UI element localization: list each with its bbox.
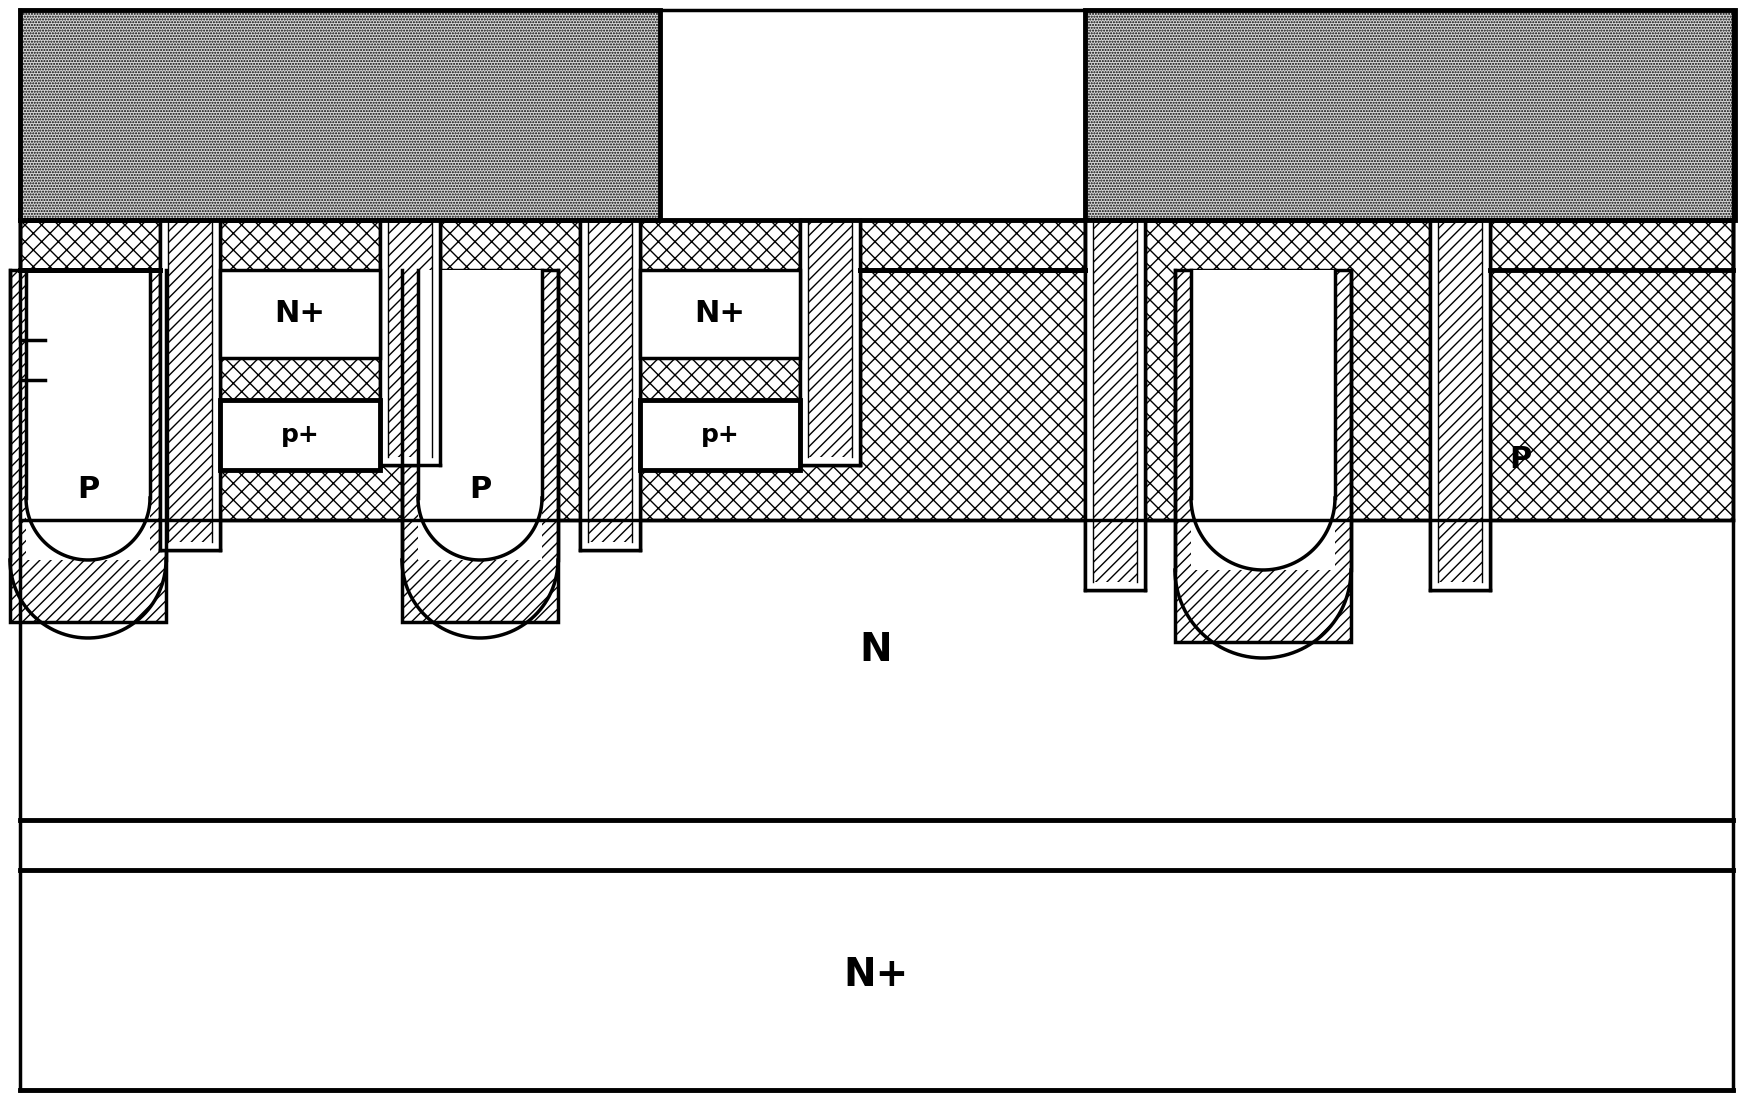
Bar bbox=[1430, 220, 1437, 591]
Bar bbox=[160, 220, 168, 549]
Bar bbox=[19, 870, 1734, 1090]
Bar bbox=[219, 270, 380, 359]
Polygon shape bbox=[1190, 498, 1336, 569]
Bar bbox=[1085, 582, 1145, 591]
Bar bbox=[380, 220, 440, 465]
Bar bbox=[1175, 270, 1352, 642]
Text: N: N bbox=[859, 630, 892, 669]
Bar bbox=[1481, 220, 1490, 591]
Text: N+: N+ bbox=[275, 300, 326, 329]
Text: P: P bbox=[77, 475, 100, 505]
Bar bbox=[1138, 220, 1145, 591]
Bar bbox=[580, 220, 587, 549]
Bar bbox=[1085, 10, 1735, 220]
Bar bbox=[19, 10, 659, 220]
Bar bbox=[380, 220, 387, 465]
Bar bbox=[640, 400, 799, 470]
Bar bbox=[26, 270, 151, 561]
Bar bbox=[1430, 582, 1490, 591]
Text: N+: N+ bbox=[694, 300, 745, 329]
Bar bbox=[799, 220, 808, 465]
Bar bbox=[799, 220, 861, 465]
Bar bbox=[580, 542, 640, 549]
Bar bbox=[160, 220, 219, 549]
Bar bbox=[19, 220, 1734, 519]
Bar bbox=[11, 270, 167, 622]
Bar bbox=[401, 270, 557, 622]
Bar bbox=[431, 220, 440, 465]
Text: p+: p+ bbox=[280, 423, 319, 447]
Bar bbox=[380, 457, 440, 465]
Polygon shape bbox=[417, 498, 542, 559]
Bar bbox=[580, 220, 640, 549]
Bar bbox=[417, 270, 542, 561]
Bar bbox=[799, 457, 861, 465]
Text: P: P bbox=[468, 475, 491, 505]
Polygon shape bbox=[26, 498, 151, 559]
Text: P: P bbox=[1509, 445, 1530, 474]
Text: p+: p+ bbox=[701, 423, 740, 447]
Bar bbox=[160, 542, 219, 549]
Bar bbox=[633, 220, 640, 549]
Bar bbox=[19, 519, 1734, 820]
Bar bbox=[1085, 220, 1094, 591]
Bar bbox=[1430, 220, 1490, 591]
Bar bbox=[219, 400, 380, 470]
Bar bbox=[1190, 270, 1336, 571]
Bar bbox=[1085, 220, 1145, 591]
Bar bbox=[640, 270, 799, 359]
Text: N+: N+ bbox=[843, 956, 908, 993]
Bar bbox=[212, 220, 219, 549]
Bar bbox=[852, 220, 861, 465]
